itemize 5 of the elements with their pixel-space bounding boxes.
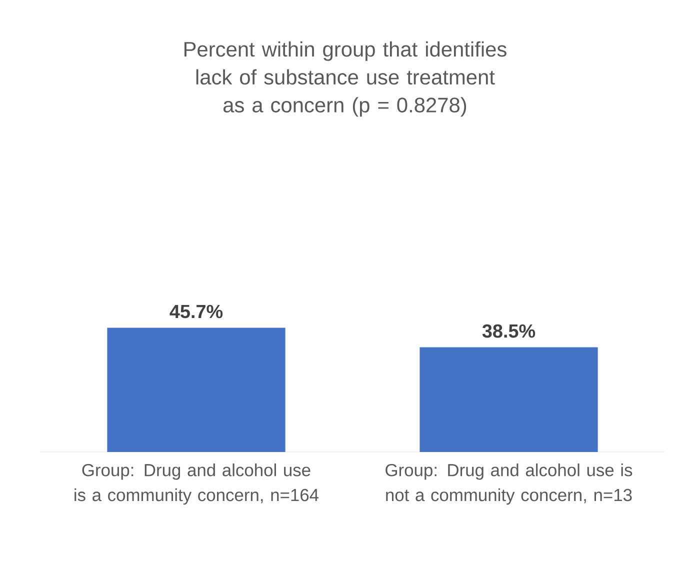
x-tick-label: Group: Drug and alcohol use is a community concern, n=164 — [74, 463, 319, 505]
data-label: 38.5% — [482, 324, 536, 338]
data-label: 45.7% — [170, 304, 223, 318]
x-tick-label: Group: Drug and alcohol use is not a community concern, n=13 — [386, 463, 632, 505]
chart-title: Percent within group that identifies lack of substance use treatment as a concern (p = 0.8278) — [184, 41, 506, 117]
